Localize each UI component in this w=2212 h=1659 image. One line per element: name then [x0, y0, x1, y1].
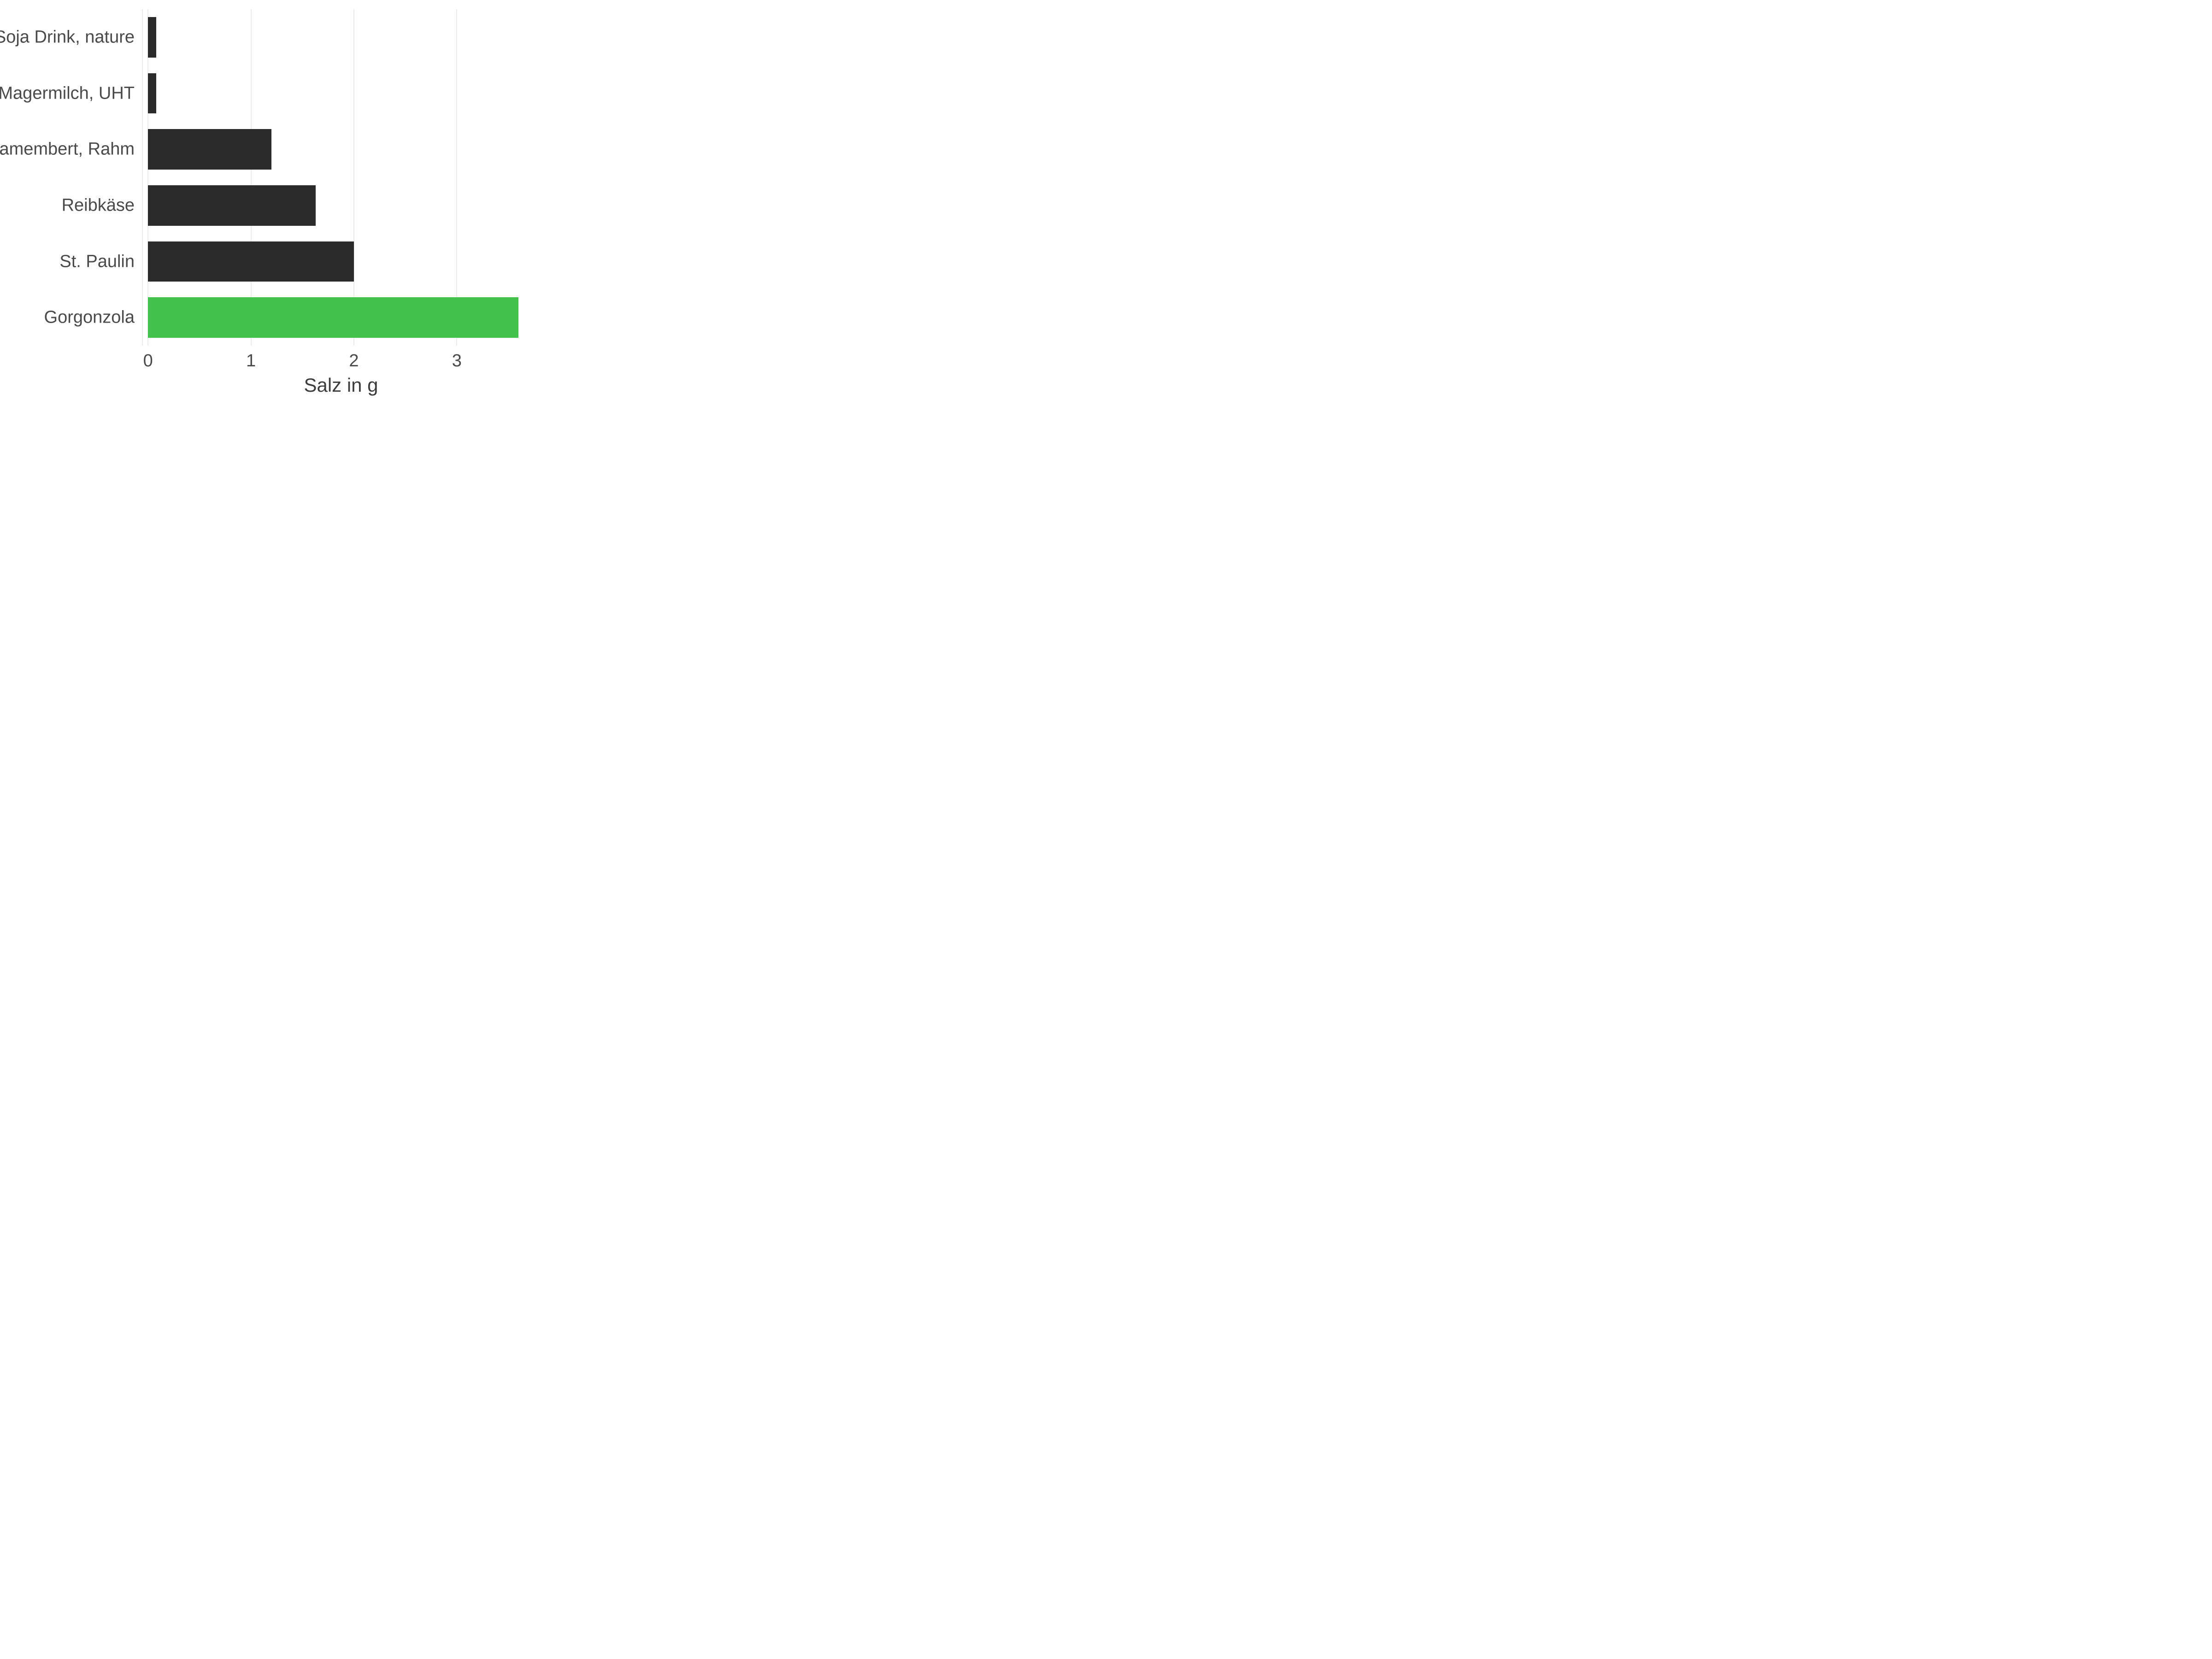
- bar: [148, 129, 271, 170]
- gridline: [353, 9, 354, 346]
- gridline: [456, 9, 457, 346]
- bar: [148, 185, 316, 226]
- x-tick-label: 1: [246, 346, 256, 371]
- bar: [148, 73, 156, 114]
- y-axis-line: [142, 9, 143, 346]
- salt-bar-chart: 0 1 2 3 Soja Drink, nature Magermilch, UHT Cam…: [0, 0, 553, 415]
- bar: [148, 241, 354, 282]
- bar: [148, 17, 156, 58]
- y-category-label: Reibkäse: [62, 195, 143, 215]
- x-tick-label: 2: [349, 346, 359, 371]
- plot-area: 0123Soja Drink, natureMagermilch, UHTCam…: [143, 9, 539, 346]
- bar-highlight: [148, 297, 518, 338]
- x-axis-title: Salz in g: [304, 374, 378, 396]
- gridline: [147, 9, 148, 346]
- gridline: [251, 9, 252, 346]
- x-tick-label: 3: [452, 346, 462, 371]
- x-tick-label: 0: [143, 346, 153, 371]
- y-category-label: Magermilch, UHT: [0, 83, 143, 103]
- y-category-label: Gorgonzola: [44, 308, 143, 328]
- y-category-label: Soja Drink, nature: [0, 27, 143, 47]
- y-category-label: Camembert, Rahm: [0, 140, 143, 159]
- y-category-label: St. Paulin: [59, 252, 143, 271]
